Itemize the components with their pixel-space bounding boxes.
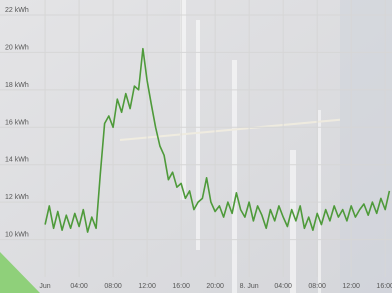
- x-tick-label: 20:00: [206, 283, 224, 290]
- x-tick-label: 04:00: [274, 283, 292, 290]
- x-tick-label: 16:00: [172, 283, 190, 290]
- x-tick-label: 04:00: [70, 283, 88, 290]
- y-tick-label: 14 kWh: [5, 157, 29, 164]
- y-tick-label: 12 kWh: [5, 194, 29, 201]
- chart: 10 kWh 12 kWh 14 kWh 16 kWh 18 kWh 20 kWh 22 k…: [0, 0, 392, 293]
- y-tick-label: 22 kWh: [5, 7, 29, 14]
- x-tick-label: 16:00: [376, 283, 392, 290]
- x-tick-label: 08:00: [308, 283, 326, 290]
- y-tick-label: 10 kWh: [5, 232, 29, 239]
- y-tick-label: 18 kWh: [5, 82, 29, 89]
- x-tick-label: 12:00: [138, 283, 156, 290]
- x-tick-label: 12:00: [342, 283, 360, 290]
- y-tick-label: 20 kWh: [5, 44, 29, 51]
- x-tick-label: 8. Jun: [240, 283, 259, 290]
- x-tick-label: Jun: [39, 283, 50, 290]
- x-tick-label: 08:00: [104, 283, 122, 290]
- y-tick-label: 16 kWh: [5, 119, 29, 126]
